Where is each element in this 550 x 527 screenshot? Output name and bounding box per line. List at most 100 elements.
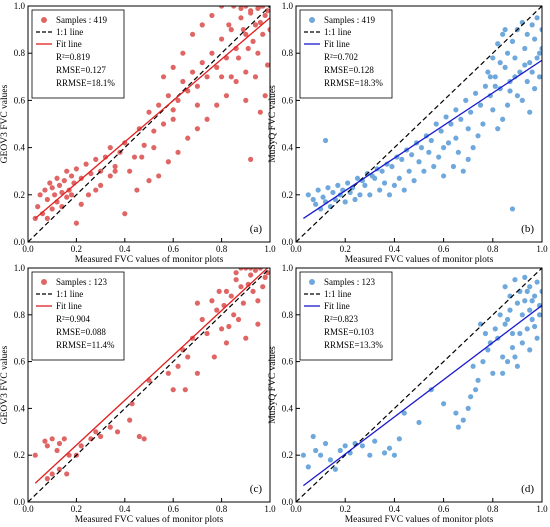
legend-marker-samples [41, 279, 47, 285]
data-point [56, 440, 63, 447]
data-point [500, 354, 506, 360]
data-point [214, 102, 220, 108]
data-point [490, 370, 496, 376]
data-point [522, 298, 528, 304]
data-point [495, 41, 501, 47]
data-point [49, 206, 55, 212]
data-point [61, 436, 67, 442]
data-point [504, 102, 511, 108]
x-tick-label: 1.0 [536, 504, 548, 514]
data-point [527, 109, 533, 115]
data-point [529, 316, 535, 323]
data-point [127, 417, 133, 423]
data-point [536, 50, 542, 56]
data-point [56, 466, 63, 472]
data-point [204, 330, 210, 337]
data-point [522, 274, 528, 280]
data-point [61, 178, 67, 184]
data-point [372, 438, 378, 444]
data-point [255, 321, 261, 327]
data-point [151, 145, 157, 151]
data-point [228, 74, 234, 80]
x-tick-label: 1.0 [264, 244, 276, 254]
legend-one-to-one: 1:1 line [324, 289, 351, 299]
data-point [436, 154, 442, 160]
data-point [262, 93, 268, 99]
data-point [102, 154, 109, 160]
data-point [42, 187, 48, 193]
data-point [426, 149, 432, 155]
data-point [470, 363, 476, 369]
y-tick-label: 0.6 [14, 357, 26, 367]
data-point [223, 288, 230, 294]
data-point [522, 45, 528, 52]
data-point [396, 175, 402, 181]
data-point [194, 102, 200, 108]
data-point [335, 182, 341, 188]
data-point [450, 163, 457, 170]
data-point [107, 173, 113, 179]
data-point [536, 312, 542, 318]
x-tick-label: 0.8 [487, 504, 499, 514]
data-point [49, 185, 55, 191]
x-tick-label: 0.8 [487, 244, 499, 254]
data-point [73, 166, 79, 172]
y-tick-label: 0.6 [282, 95, 294, 105]
data-point [455, 424, 461, 430]
data-point [534, 335, 540, 341]
x-tick-label: 0.2 [340, 504, 351, 514]
data-point [455, 149, 461, 155]
data-point [300, 452, 306, 458]
x-tick-label: 0.4 [119, 504, 131, 514]
data-point [305, 192, 311, 198]
data-point [245, 45, 251, 52]
data-point [529, 69, 535, 75]
data-point [93, 429, 99, 435]
data-point [536, 74, 542, 80]
data-point [194, 370, 200, 376]
data-point [189, 31, 196, 37]
data-point [180, 78, 186, 85]
data-point [243, 268, 249, 271]
data-point [443, 114, 449, 120]
data-point [475, 133, 481, 139]
data-point [129, 401, 135, 407]
data-point [313, 201, 319, 207]
data-point [255, 298, 261, 304]
data-point [245, 281, 251, 287]
data-point [223, 340, 230, 346]
data-point [64, 471, 70, 477]
x-tick-label: 1.0 [264, 504, 276, 514]
data-point [367, 452, 373, 458]
data-point [527, 307, 533, 313]
data-point [529, 298, 535, 304]
data-point [257, 109, 263, 115]
legend-fit: Fit line [56, 301, 82, 311]
plot-frame-d [295, 267, 543, 503]
data-point [391, 182, 397, 188]
x-tick-label: 0.6 [438, 504, 450, 514]
data-point [524, 31, 530, 37]
data-point [68, 173, 75, 179]
data-point [524, 78, 530, 85]
data-point [216, 288, 222, 294]
data-point [399, 156, 405, 162]
data-point [519, 97, 525, 103]
panel-a: 0.0 0.2 0.4 0.6 0.8 1.0 0.0 0.2 0.4 0.6 0.8 1.0 Meas… [0, 1, 276, 265]
data-point [252, 74, 259, 80]
data-point [539, 27, 542, 33]
x-axis-label: Measured FVC values of monitor plots [345, 514, 494, 525]
data-point [223, 93, 230, 99]
data-point [315, 187, 321, 193]
stat-rrmse: RRMSE=18.3% [324, 78, 383, 88]
data-point [396, 436, 402, 442]
data-point [194, 300, 200, 306]
data-point [327, 457, 334, 463]
data-point [44, 476, 50, 482]
data-point [517, 330, 523, 337]
data-point [372, 175, 378, 181]
data-point [472, 387, 479, 393]
data-point [539, 288, 542, 294]
data-point [146, 178, 152, 184]
y-axis-label: MuSyQ FVC values [268, 346, 278, 424]
